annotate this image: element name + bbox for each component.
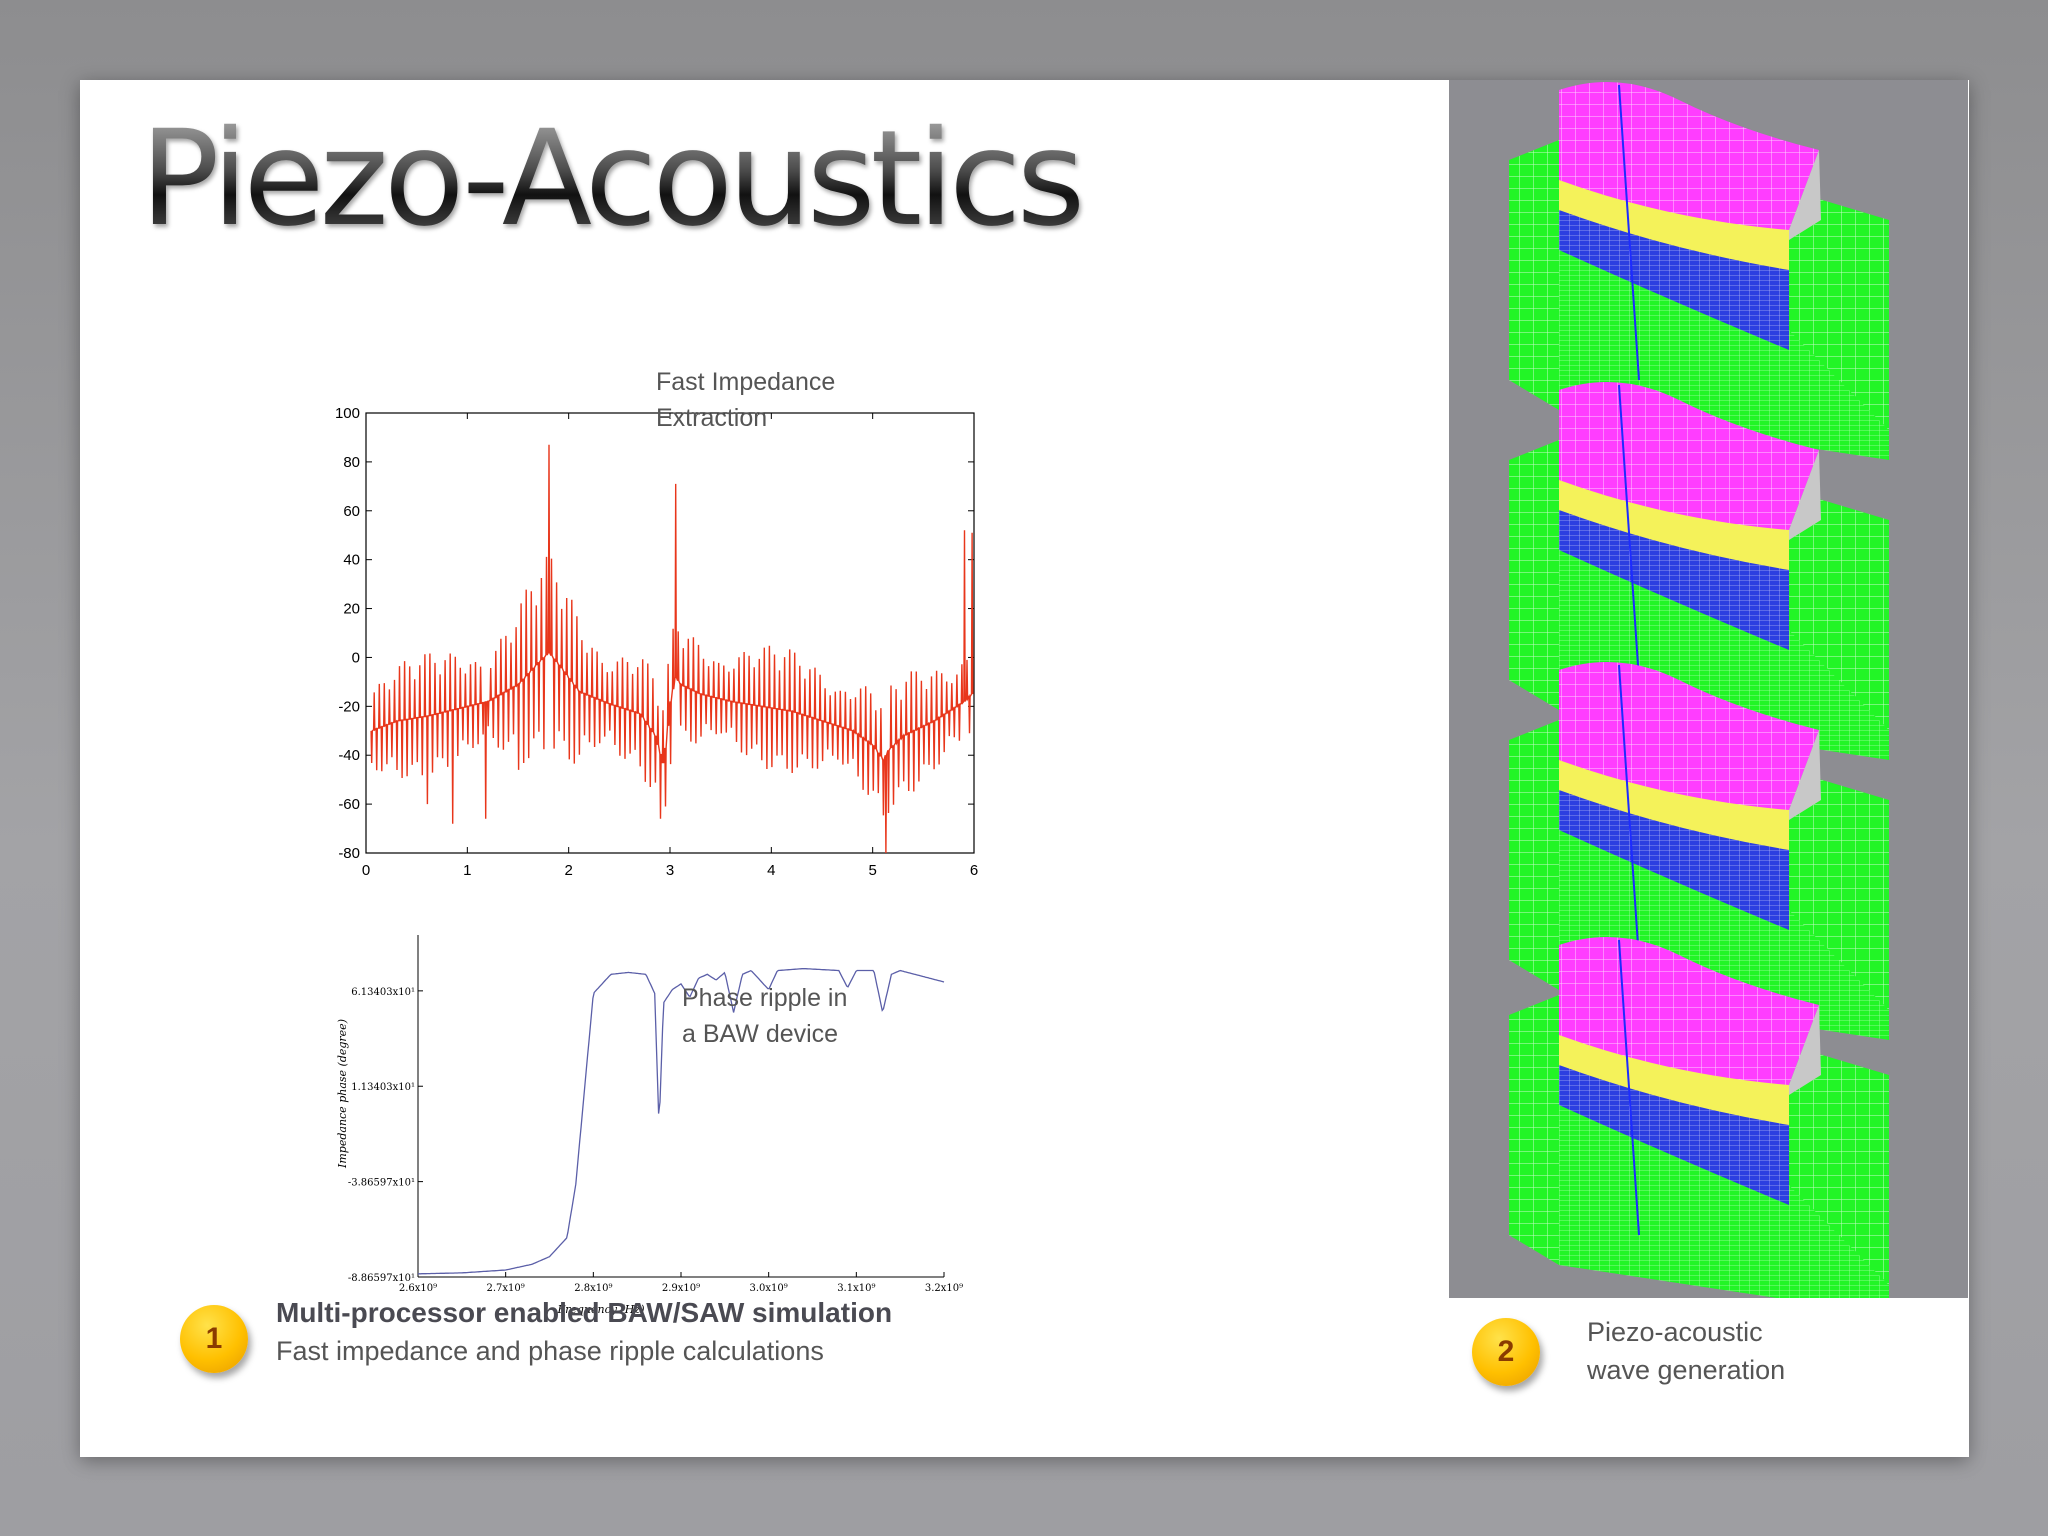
- y-tick-label: -8.86597x10¹: [348, 1273, 415, 1284]
- x-axis-label: Frequency (Hz): [557, 1303, 645, 1316]
- annotation-line: Extraction: [656, 404, 768, 432]
- y-tick-label: -3.86597x10¹: [348, 1178, 415, 1189]
- y-tick-label: 100: [335, 405, 360, 422]
- wave-slab-4: [1509, 937, 1889, 1298]
- caption-1-subtitle: Fast impedance and phase ripple calculat…: [276, 1336, 824, 1366]
- phase-chart-annotation: Phase ripple in a BAW device: [682, 980, 847, 1052]
- y-tick-label: -80: [338, 845, 360, 862]
- x-tick-label: 3: [666, 862, 674, 879]
- wave-slab-1: [1509, 82, 1889, 460]
- layer-yellow: [1559, 1030, 1789, 1125]
- y-tick-label: 6.13403x10¹: [351, 987, 415, 998]
- axis-line: [1618, 939, 1640, 1236]
- y-tick-label: -60: [338, 796, 360, 813]
- wave-slab-2: [1509, 382, 1889, 760]
- y-tick-label: 60: [343, 503, 360, 520]
- phase-chart: 2.6x10⁹ 2.7x10⁹ 2.8x10⁹ 2.9x10⁹ 3.0x10⁹ 3.1x1…: [336, 935, 963, 1316]
- caption-2-line1: Piezo-acoustic: [1587, 1317, 1763, 1347]
- slide: Piezo-Acoustics 0 1 2 3 4 5 6 100 80 60 40 20 0 -20 -4…: [80, 80, 1969, 1457]
- axis-line: [1618, 84, 1640, 381]
- caption-2: Piezo-acoustic wave generation: [1587, 1313, 1785, 1389]
- layer-yellow: [1559, 475, 1789, 570]
- y-tick-label: 20: [343, 601, 360, 618]
- impedance-chart-annotation: Fast Impedance Extraction: [656, 364, 835, 436]
- number-badge-2: 2: [1472, 1318, 1540, 1386]
- impedance-chart: 0 1 2 3 4 5 6 100 80 60 40 20 0 -20 -40 -60 -80: [335, 405, 978, 879]
- x-tick-label: 2: [564, 862, 572, 879]
- x-tick-label: 1: [463, 862, 471, 879]
- page-title: Piezo-Acoustics: [140, 100, 1085, 258]
- piezo-wave-render-panel: [1449, 80, 1968, 1298]
- x-tick-label: 2.6x10⁹: [399, 1283, 437, 1294]
- axis-line: [1618, 664, 1640, 961]
- layer-edge: [1789, 150, 1821, 240]
- layer-edge: [1789, 450, 1821, 540]
- x-tick-label: 3.0x10⁹: [750, 1283, 788, 1294]
- phase-series-line: [418, 967, 945, 1275]
- annotation-line: Phase ripple in: [682, 984, 848, 1012]
- y-tick-label: 80: [343, 454, 360, 471]
- x-tick-label: 2.7x10⁹: [487, 1283, 525, 1294]
- x-tick-label: 3.1x10⁹: [837, 1283, 875, 1294]
- x-tick-label: 2.9x10⁹: [662, 1283, 700, 1294]
- annotation-line: Fast Impedance: [656, 368, 836, 396]
- annotation-line: a BAW device: [682, 1020, 839, 1048]
- x-tick-label: 4: [767, 862, 775, 879]
- y-tick-label: 40: [343, 552, 360, 569]
- caption-1-title: Multi-processor enabled BAW/SAW simulati…: [276, 1297, 893, 1328]
- x-tick-label: 5: [868, 862, 876, 879]
- x-tick-label: 0: [362, 862, 370, 879]
- caption-2-line2: wave generation: [1587, 1355, 1786, 1385]
- axis-line: [1618, 384, 1640, 681]
- y-tick-label: -20: [338, 698, 360, 715]
- layer-yellow: [1559, 175, 1789, 270]
- x-tick-label: 6: [970, 862, 978, 879]
- y-tick-label: 1.13403x10¹: [351, 1082, 415, 1093]
- wave-render-image: [1509, 82, 1889, 1298]
- y-tick-label: 0: [352, 649, 360, 666]
- layer-edge: [1789, 1005, 1821, 1095]
- number-badge-1: 1: [180, 1305, 248, 1373]
- layer-yellow: [1559, 755, 1789, 850]
- caption-1: Multi-processor enabled BAW/SAW simulati…: [276, 1294, 892, 1370]
- x-tick-label: 2.8x10⁹: [574, 1283, 612, 1294]
- layer-edge: [1789, 730, 1821, 820]
- x-tick-label: 3.2x10⁹: [925, 1283, 963, 1294]
- impedance-series-line: [370, 444, 974, 854]
- y-tick-label: -40: [338, 747, 360, 764]
- y-axis-label: Impedance phase (degree): [336, 1019, 349, 1169]
